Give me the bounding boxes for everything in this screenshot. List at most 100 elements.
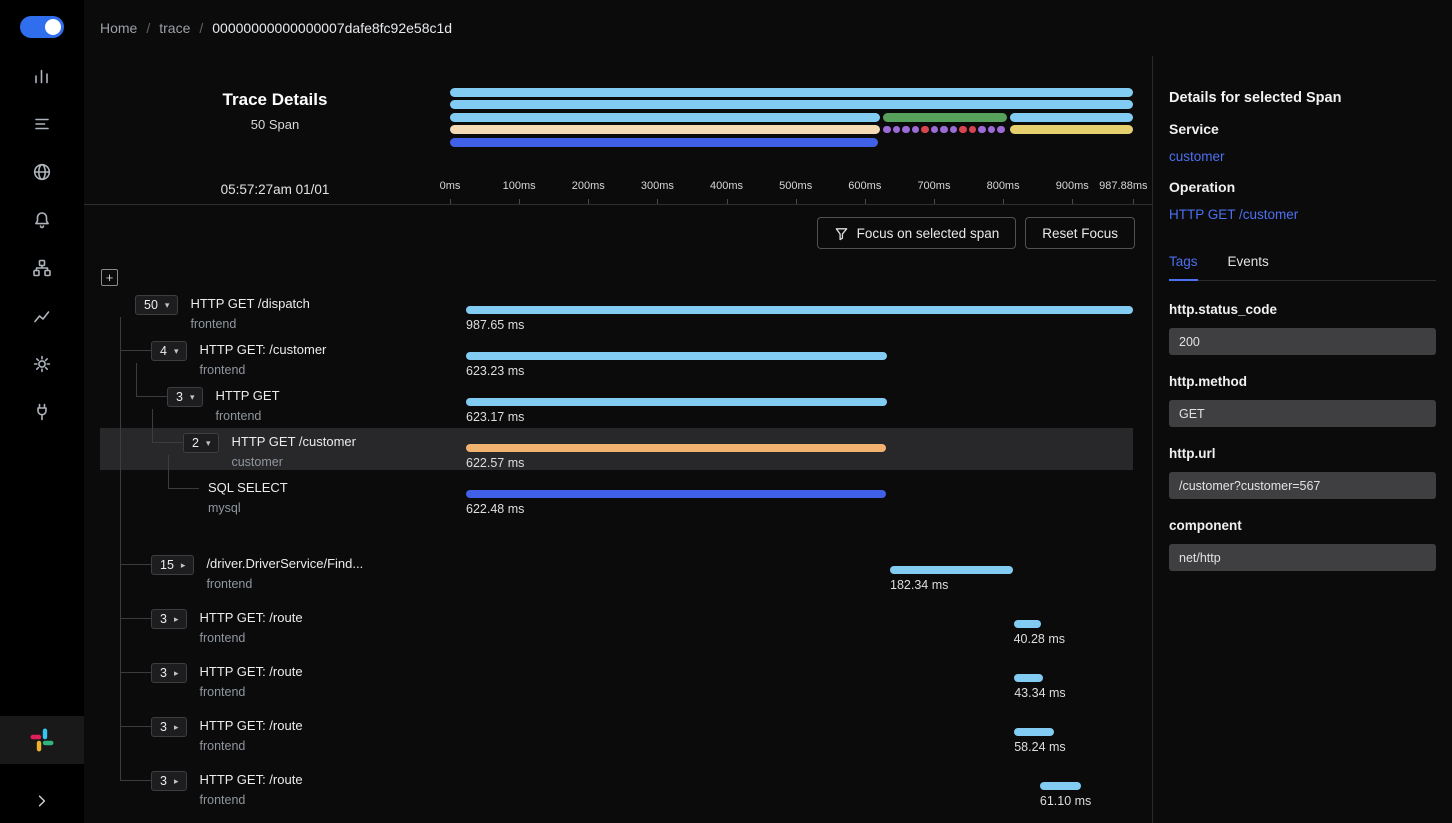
span-row[interactable]: 3 ▸ HTTP GET: /route frontend 43.34 ms xyxy=(100,658,1133,712)
span-tree-cell: 3 ▸ HTTP GET: /route frontend xyxy=(100,766,466,820)
axis-tick-mark xyxy=(864,199,866,204)
span-row[interactable]: 3 ▸ HTTP GET: /route frontend 58.24 ms xyxy=(100,712,1133,766)
span-count: 50 Span xyxy=(250,117,300,132)
span-toggle-badge[interactable]: 50 ▾ xyxy=(135,295,179,315)
tag-value: net/http xyxy=(1169,544,1436,571)
axis-tick-label: 900ms xyxy=(1055,180,1089,192)
slack-button[interactable] xyxy=(0,716,84,764)
span-row[interactable]: 3 ▸ HTTP GET: /route frontend 61.10 ms xyxy=(100,766,1133,820)
breadcrumb-separator: / xyxy=(199,20,204,36)
span-duration-bar[interactable] xyxy=(890,566,1014,574)
reset-focus-button[interactable]: Reset Focus xyxy=(1025,217,1135,249)
sidebar-item-metrics[interactable] xyxy=(32,66,52,86)
sidebar-expand-button[interactable] xyxy=(0,793,84,809)
span-toggle-badge[interactable]: 3 ▸ xyxy=(151,663,188,683)
span-bar-cell: 987.65 ms xyxy=(466,290,1133,336)
span-toggle-badge[interactable]: 2 ▾ xyxy=(183,433,220,453)
span-toggle-badge[interactable]: 15 ▸ xyxy=(151,555,195,575)
span-tree-cell: 4 ▾ HTTP GET: /customer frontend xyxy=(100,336,466,382)
operation-link[interactable]: HTTP GET /customer xyxy=(1169,207,1299,222)
tree-guide-line xyxy=(136,363,137,397)
span-toggle-badge[interactable]: 3 ▾ xyxy=(167,387,204,407)
span-duration-bar[interactable] xyxy=(1014,674,1044,682)
breadcrumb-trace[interactable]: trace xyxy=(159,20,191,36)
badge-count: 50 xyxy=(144,298,158,312)
span-duration-label: 40.28 ms xyxy=(1013,632,1065,646)
sidebar-item-service-map[interactable] xyxy=(32,258,52,278)
span-duration-label: 622.57 ms xyxy=(466,456,525,470)
minimap-row xyxy=(450,88,1133,97)
service-link[interactable]: customer xyxy=(1169,149,1225,164)
tags-list: http.status_code 200 http.method GET http.ur… xyxy=(1169,302,1436,571)
tag-key: http.url xyxy=(1169,446,1216,461)
span-row[interactable]: 4 ▾ HTTP GET: /customer frontend 623.23 ms xyxy=(100,336,1133,382)
sidebar-nav xyxy=(32,66,52,422)
span-toggle-badge[interactable]: 4 ▾ xyxy=(151,341,188,361)
sidebar-item-logs[interactable] xyxy=(32,114,52,134)
span-duration-bar[interactable] xyxy=(1039,782,1082,790)
tag-value: 200 xyxy=(1169,328,1436,355)
integrations-plug-icon xyxy=(37,403,47,421)
sidebar-item-alerts[interactable] xyxy=(32,210,52,230)
badge-count: 3 xyxy=(176,390,183,404)
trace-gantt: 50 ▾ HTTP GET /dispatch frontend 987.65 ms 4 ▾… xyxy=(100,290,1133,820)
tab-events[interactable]: Events xyxy=(1227,254,1269,269)
span-duration-bar[interactable] xyxy=(466,352,887,360)
focus-button-label: Focus on selected span xyxy=(856,225,1000,241)
chevron-right-icon: ▸ xyxy=(173,721,179,732)
trace-minimap[interactable] xyxy=(450,88,1133,150)
minimap-span-dot xyxy=(949,125,958,134)
span-row[interactable]: SQL SELECT mysql 622.48 ms xyxy=(100,474,1133,520)
span-row[interactable]: 15 ▸ /driver.DriverService/Find... frontend… xyxy=(100,550,1133,604)
span-bar-cell: 623.17 ms xyxy=(466,382,1133,428)
minimap-row xyxy=(450,125,1133,135)
tree-guide-line xyxy=(152,409,153,443)
tag-key: component xyxy=(1169,518,1242,533)
chevron-down-icon: ▾ xyxy=(173,345,179,356)
expand-all-button[interactable]: + xyxy=(101,269,118,286)
span-toggle-badge[interactable]: 3 ▸ xyxy=(151,717,188,737)
span-duration-label: 61.10 ms xyxy=(1039,794,1092,808)
axis-tick-mark xyxy=(657,199,659,204)
span-service: frontend xyxy=(199,363,246,377)
logs-icon xyxy=(35,118,49,130)
span-duration-bar[interactable] xyxy=(466,306,1133,314)
settings-gear-icon xyxy=(33,355,51,373)
minimap-span-dot xyxy=(921,125,929,134)
span-labels: HTTP GET: /route frontend xyxy=(199,663,302,699)
sidebar-item-integrations[interactable] xyxy=(32,402,52,422)
span-duration-bar[interactable] xyxy=(466,398,887,406)
minimap-span-dot xyxy=(987,125,996,134)
span-duration-bar[interactable] xyxy=(466,490,887,498)
span-tree-cell: SQL SELECT mysql xyxy=(100,474,466,520)
span-toggle-badge[interactable]: 3 ▸ xyxy=(151,771,188,791)
span-row[interactable]: 50 ▾ HTTP GET /dispatch frontend 987.65 ms xyxy=(100,290,1133,336)
time-axis: 0ms 100ms 200ms 300ms 400ms 500ms 600ms 700ms 80… xyxy=(440,180,1148,196)
tag-field: http.url/customer?customer=567 xyxy=(1169,446,1436,499)
axis-tick-label: 100ms xyxy=(502,180,536,192)
breadcrumb-home[interactable]: Home xyxy=(100,20,138,36)
span-name: HTTP GET: /route xyxy=(199,718,303,733)
span-bar-cell: 622.57 ms xyxy=(466,428,1133,474)
span-row[interactable]: 3 ▸ HTTP GET: /route frontend 40.28 ms xyxy=(100,604,1133,658)
minimap-span-dot xyxy=(902,125,910,134)
minimap-row xyxy=(450,137,1133,147)
sidebar-item-services[interactable] xyxy=(32,162,52,182)
span-row[interactable]: 2 ▾ HTTP GET /customer customer 622.57 ms xyxy=(100,428,1133,474)
span-duration-bar[interactable] xyxy=(466,444,887,452)
span-duration-bar[interactable] xyxy=(1014,728,1054,736)
focus-selected-span-button[interactable]: Focus on selected span xyxy=(816,217,1017,249)
trace-header: Trace Details 50 Span 05:57:27am 01/01 0… xyxy=(84,56,1152,205)
span-toggle-badge[interactable]: 3 ▸ xyxy=(151,609,188,629)
bar-chart-icon xyxy=(35,69,48,84)
minimap-span-dot xyxy=(883,125,891,134)
theme-toggle[interactable] xyxy=(20,16,64,38)
sidebar-item-traces[interactable] xyxy=(32,306,52,326)
sidebar-item-settings[interactable] xyxy=(32,354,52,374)
span-bar-cell: 622.48 ms xyxy=(466,474,1133,520)
span-row[interactable]: 3 ▾ HTTP GET frontend 623.17 ms xyxy=(100,382,1133,428)
span-duration-bar[interactable] xyxy=(1013,620,1041,628)
span-duration-label: 987.65 ms xyxy=(466,318,525,332)
axis-tick-label: 200ms xyxy=(571,180,605,192)
tab-tags[interactable]: Tags xyxy=(1169,254,1198,281)
